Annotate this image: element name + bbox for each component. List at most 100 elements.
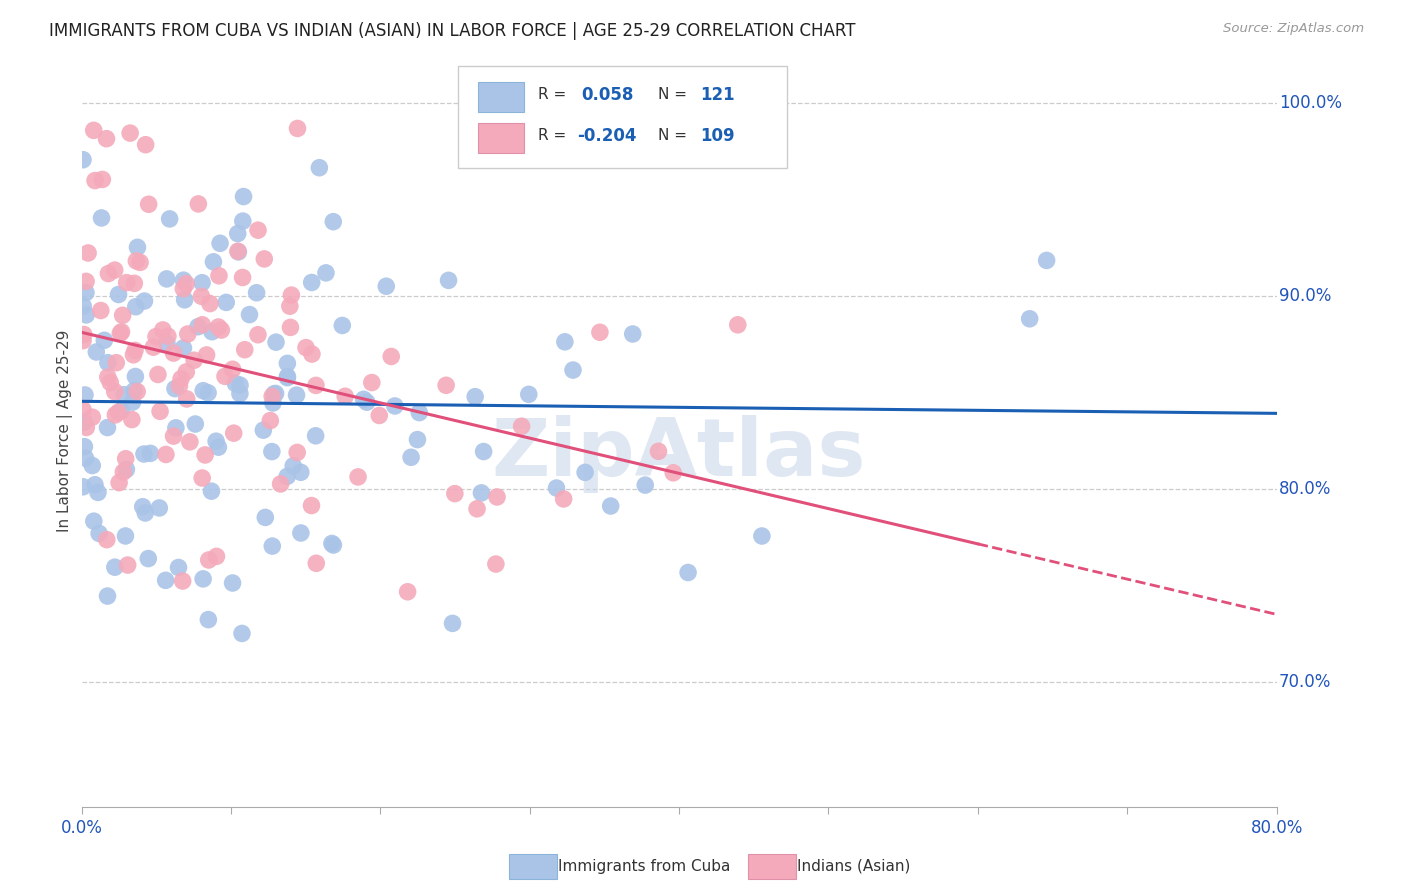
Point: [122, 384, 145, 398]
Point: [301, 499, 323, 513]
Point: [330, 318, 353, 333]
Point: [574, 466, 596, 480]
Point: [121, 395, 143, 409]
Point: [276, 469, 298, 483]
Point: [132, 500, 155, 514]
Point: [205, 549, 228, 564]
Point: [139, 446, 162, 460]
Point: [93, 333, 115, 347]
Point: [191, 318, 214, 332]
Point: [270, 477, 292, 491]
Point: [176, 392, 198, 406]
Point: [114, 529, 136, 543]
Point: [159, 211, 181, 226]
Point: [360, 376, 382, 390]
Point: [73, 388, 96, 402]
Point: [215, 295, 238, 310]
Point: [207, 320, 229, 334]
Point: [104, 263, 127, 277]
Point: [305, 378, 328, 392]
Point: [368, 409, 391, 423]
Point: [148, 500, 170, 515]
Point: [195, 348, 218, 362]
Point: [517, 387, 540, 401]
FancyBboxPatch shape: [458, 66, 786, 168]
Text: R =: R =: [538, 128, 567, 144]
Point: [132, 447, 155, 461]
Point: [276, 369, 298, 384]
Point: [290, 526, 312, 541]
Point: [191, 276, 214, 290]
Text: 109: 109: [700, 127, 735, 145]
Point: [146, 368, 169, 382]
Point: [209, 236, 232, 251]
Point: [183, 353, 205, 368]
Point: [142, 340, 165, 354]
Point: [77, 246, 100, 260]
Point: [173, 273, 195, 287]
Point: [110, 325, 132, 339]
Point: [287, 121, 309, 136]
Point: [156, 272, 179, 286]
Point: [174, 365, 197, 379]
Text: 90.0%: 90.0%: [1279, 287, 1331, 305]
Point: [179, 434, 201, 449]
Point: [72, 299, 94, 313]
Point: [262, 539, 284, 553]
Text: ZipAtlas: ZipAtlas: [492, 415, 866, 492]
Point: [152, 323, 174, 337]
Point: [441, 616, 464, 631]
Point: [97, 370, 120, 384]
Point: [134, 506, 156, 520]
Point: [301, 347, 323, 361]
Point: [73, 327, 96, 342]
Point: [114, 451, 136, 466]
Point: [163, 382, 186, 396]
Point: [634, 478, 657, 492]
Point: [589, 326, 612, 340]
Point: [197, 385, 219, 400]
Point: [156, 336, 179, 351]
Point: [97, 356, 120, 370]
Point: [107, 287, 129, 301]
Point: [444, 486, 467, 500]
Point: [155, 574, 177, 588]
Point: [253, 252, 276, 266]
Point: [86, 345, 108, 359]
Point: [115, 462, 138, 476]
Point: [134, 293, 156, 308]
Point: [197, 613, 219, 627]
Point: [472, 444, 495, 458]
Point: [75, 274, 97, 288]
Point: [1018, 311, 1040, 326]
Point: [259, 414, 281, 428]
Point: [375, 279, 398, 293]
Point: [205, 434, 228, 449]
Point: [138, 197, 160, 211]
Point: [485, 557, 508, 571]
Point: [104, 408, 127, 422]
Point: [621, 326, 644, 341]
Point: [72, 334, 94, 348]
Point: [184, 417, 207, 431]
Point: [465, 501, 488, 516]
Point: [187, 197, 209, 211]
Point: [408, 406, 430, 420]
Text: 121: 121: [700, 86, 735, 103]
Point: [129, 255, 152, 269]
Text: -0.204: -0.204: [578, 127, 637, 145]
Point: [553, 491, 575, 506]
Point: [172, 574, 194, 588]
Point: [96, 589, 118, 603]
Point: [120, 126, 142, 140]
Point: [263, 387, 285, 401]
Point: [308, 161, 330, 175]
Point: [245, 285, 267, 300]
Point: [304, 429, 326, 443]
Point: [229, 386, 252, 401]
Point: [264, 335, 287, 350]
Point: [83, 514, 105, 528]
Text: N =: N =: [658, 128, 686, 144]
Point: [554, 334, 576, 349]
Point: [84, 477, 107, 491]
